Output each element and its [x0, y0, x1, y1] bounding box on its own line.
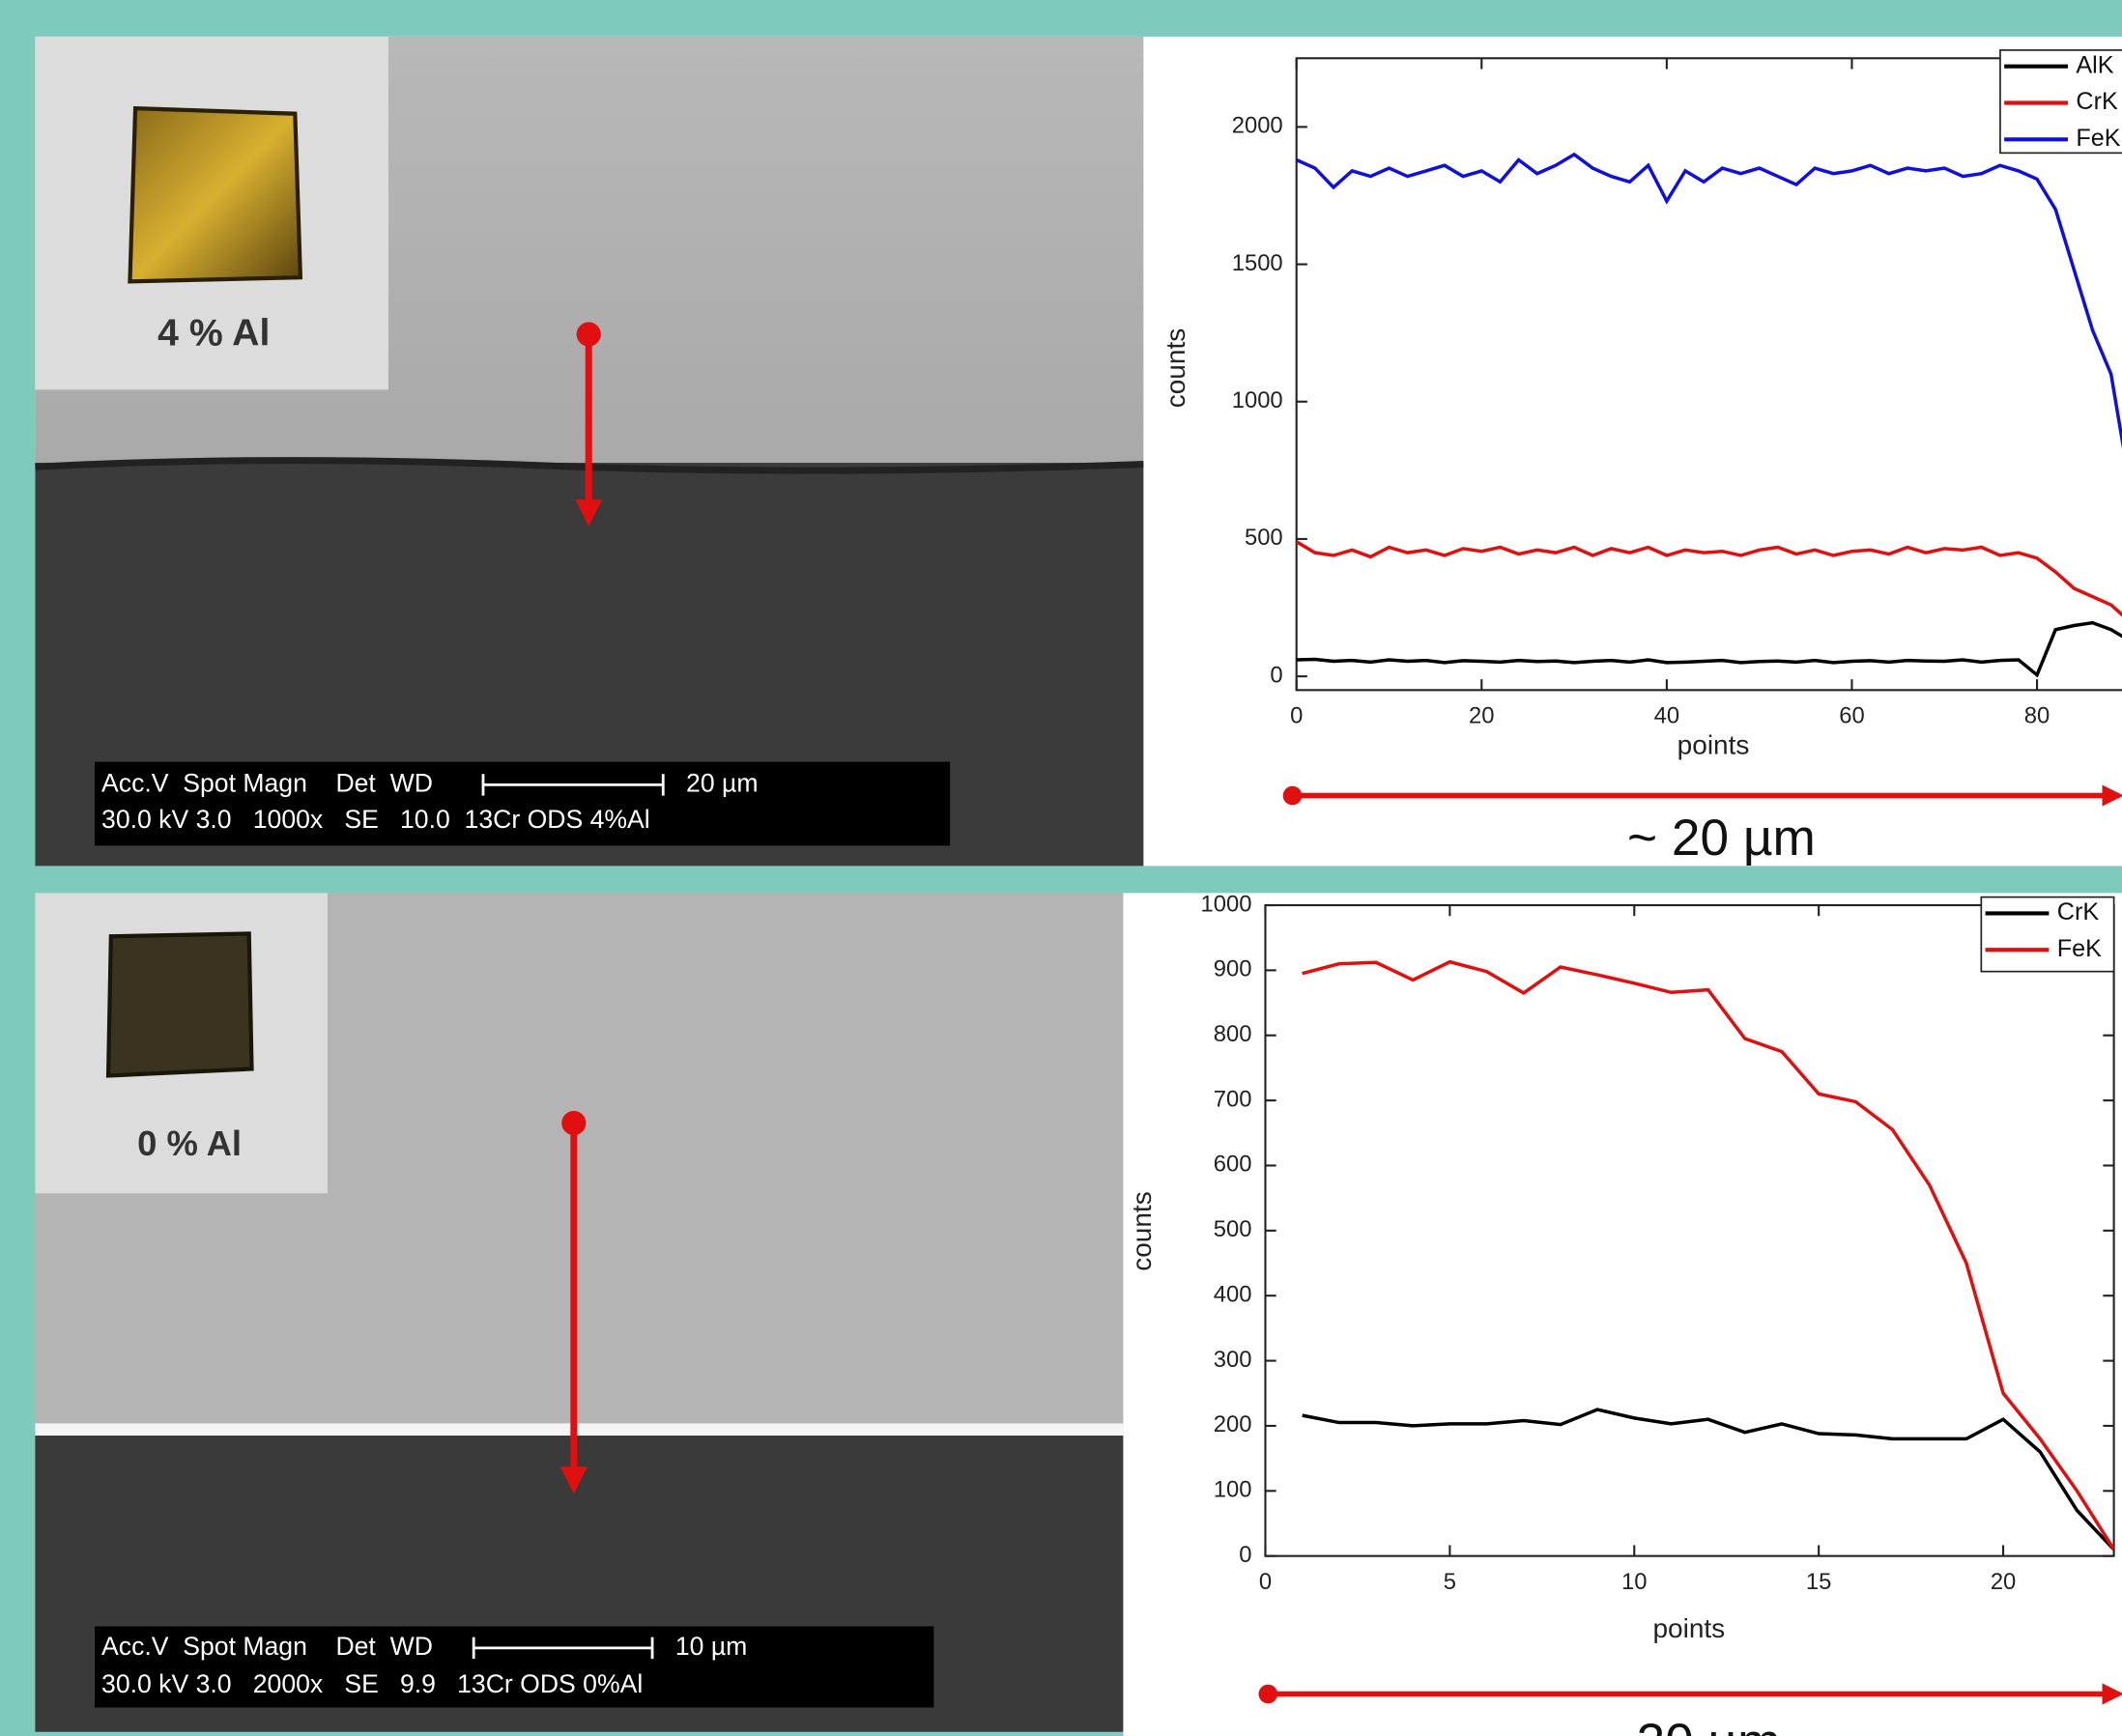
x-axis-label: points: [1652, 1613, 1725, 1643]
y-tick-label: 100: [1214, 1477, 1252, 1503]
sem-image: 0 % Al Acc.V Spot Magn Det WD 10 µm 30.0…: [35, 893, 1123, 1731]
inset-label: 4 % Al: [158, 313, 270, 355]
chart-panel: [1123, 893, 2122, 1736]
legend-label: FeK: [2076, 125, 2120, 152]
info-header: Acc.V Spot Magn Det WD: [101, 768, 433, 797]
y-tick-label: 400: [1214, 1281, 1252, 1307]
legend-label: CrK: [2076, 88, 2118, 115]
y-tick-label: 1000: [1232, 387, 1283, 413]
x-tick-label: 40: [1654, 703, 1679, 729]
x-tick-label: 0: [1259, 1569, 1272, 1595]
scale-label: 20 µm: [686, 768, 758, 797]
x-tick-label: 10: [1621, 1569, 1647, 1595]
y-tick-label: 300: [1214, 1347, 1252, 1373]
info-header: Acc.V Spot Magn Det WD: [101, 1632, 433, 1661]
info-values: 30.0 kV 3.0 1000x SE 10.0 13Cr ODS 4%Al: [101, 805, 650, 834]
info-values: 30.0 kV 3.0 2000x SE 9.9 13Cr ODS 0%Al: [101, 1669, 643, 1698]
span-label: ~ 20 µm: [1592, 1714, 1781, 1736]
x-tick-label: 20: [1991, 1569, 2016, 1595]
y-tick-label: 0: [1270, 662, 1282, 688]
legend-label: CrK: [2057, 898, 2100, 925]
span-arrow-start: [1258, 1685, 1277, 1704]
y-tick-label: 2000: [1232, 113, 1283, 139]
inset-label: 0 % Al: [137, 1124, 242, 1163]
legend-label: AlK: [2076, 51, 2113, 78]
sem-image: 4 % Al Acc.V Spot Magn Det WD 20 µm 30.0…: [35, 37, 1143, 867]
x-tick-label: 5: [1444, 1569, 1456, 1595]
x-tick-label: 80: [2024, 703, 2050, 729]
span-label: ~ 20 µm: [1627, 810, 1816, 867]
y-tick-label: 200: [1214, 1411, 1252, 1437]
y-tick-label: 800: [1214, 1021, 1252, 1047]
legend-label: FeK: [2057, 935, 2102, 962]
x-tick-label: 60: [1839, 703, 1864, 729]
y-axis-label: counts: [1161, 328, 1190, 409]
figure: 4 % Al Acc.V Spot Magn Det WD 20 µm 30.0…: [0, 0, 2122, 1736]
y-tick-label: 600: [1214, 1152, 1252, 1178]
x-tick-label: 0: [1290, 703, 1303, 729]
x-tick-label: 20: [1469, 703, 1494, 729]
x-axis-label: points: [1678, 730, 1750, 760]
y-tick-label: 0: [1239, 1542, 1251, 1568]
y-tick-label: 1000: [1201, 891, 1252, 917]
y-tick-label: 1500: [1232, 250, 1283, 276]
y-tick-label: 900: [1214, 956, 1252, 982]
y-tick-label: 500: [1245, 525, 1283, 551]
scale-label: 10 µm: [675, 1632, 747, 1661]
y-tick-label: 500: [1214, 1216, 1252, 1242]
span-arrow-start: [1283, 786, 1303, 806]
y-tick-label: 700: [1214, 1086, 1252, 1112]
chart-panel: [1143, 37, 2122, 867]
y-axis-label: counts: [1127, 1191, 1157, 1271]
x-tick-label: 15: [1806, 1569, 1831, 1595]
